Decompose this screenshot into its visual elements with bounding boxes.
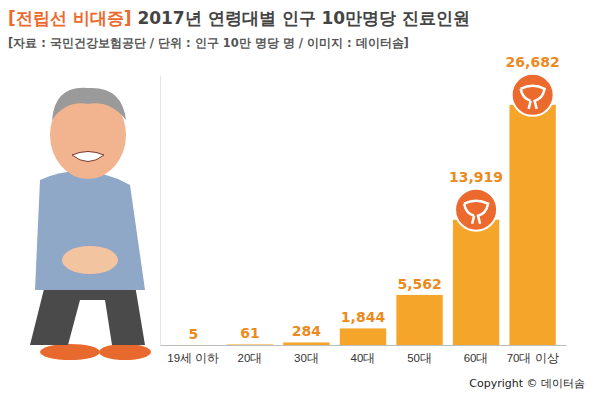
bar: [340, 328, 386, 345]
icon: [512, 74, 554, 116]
x-tick-label: 60대: [464, 352, 489, 364]
x-axis-line: [161, 345, 567, 346]
x-axis: 19세 이하 20대 30대 40대 50대 60대 70대 이상: [161, 345, 567, 364]
bar: [227, 344, 273, 345]
data-label: 13,919: [449, 169, 503, 185]
data-label: 26,682: [506, 54, 560, 70]
x-tick-label: 19세 이하: [167, 352, 219, 364]
bar: [170, 344, 216, 345]
title-part: 2017년 연령대별 인구 10만명당 진료인원: [131, 8, 470, 28]
x-tick: 40대: [351, 345, 376, 364]
x-tick: 20대: [238, 345, 263, 364]
data-label: 5,562: [397, 276, 441, 292]
icon-shape: [521, 86, 545, 109]
illustration-part: [40, 344, 100, 360]
illustration: [30, 88, 151, 360]
illustration-part: [72, 152, 104, 162]
x-tick-label: 50대: [407, 352, 432, 364]
icon-shape: [464, 201, 488, 224]
annotation: Copyright © 데이터솜: [469, 377, 585, 390]
title: [전립선 비대증] 2017년 연령대별 인구 10만명당 진료인원: [8, 8, 470, 28]
bar: [509, 105, 555, 345]
x-tick-label: 70대 이상: [507, 352, 559, 364]
x-tick: 70대 이상: [507, 345, 559, 364]
illustration-part: [30, 285, 145, 345]
icon: [455, 189, 497, 231]
illustration-part: [99, 344, 151, 360]
data-label: 284: [292, 323, 321, 339]
data-label: 1,844: [341, 309, 386, 325]
x-tick-label: 20대: [238, 352, 263, 364]
illustration-part: [52, 88, 126, 120]
x-tick: 60대: [464, 345, 489, 364]
subtitle: [자료 : 국민건강보험공단 / 단위 : 인구 10만 명당 명 / 이미지 …: [8, 36, 409, 50]
icon-circle: [512, 74, 554, 116]
bar: [283, 342, 329, 345]
title-part: [전립선 비대증]: [8, 8, 131, 28]
data-labels: 5 61 284 1,844 5,562 13,919 26,682: [188, 54, 559, 342]
bar: [396, 295, 442, 345]
x-tick: 50대: [407, 345, 432, 364]
x-tick: 30대: [294, 345, 319, 364]
bars: [170, 105, 556, 345]
chart: [전립선 비대증] 2017년 연령대별 인구 10만명당 진료인원 [자료 : …: [0, 0, 593, 397]
x-tick: 19세 이하: [167, 345, 219, 364]
x-tick-label: 30대: [294, 352, 319, 364]
bar: [453, 220, 499, 345]
y-axis: [160, 76, 161, 346]
icons: [455, 74, 554, 231]
x-tick-label: 40대: [351, 352, 376, 364]
icon-circle: [455, 189, 497, 231]
illustration-part: [62, 246, 118, 274]
data-label: 61: [240, 325, 259, 341]
illustration-part: [35, 171, 145, 290]
y-axis-line: [160, 76, 161, 346]
data-label: 5: [188, 326, 198, 342]
